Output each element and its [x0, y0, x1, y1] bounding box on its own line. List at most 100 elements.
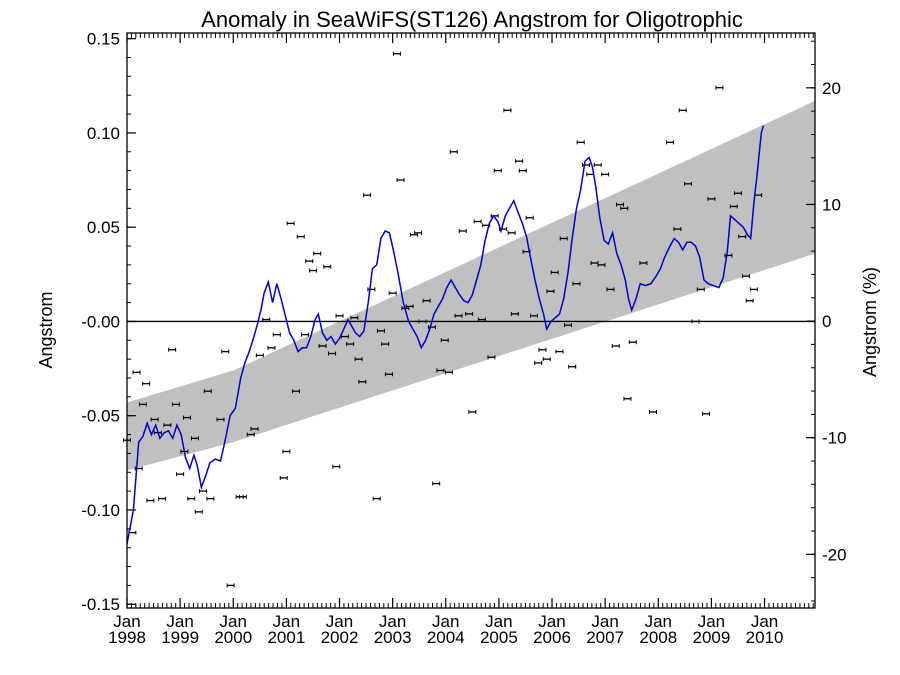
- x-tick-label-year: 2008: [639, 628, 677, 647]
- y-tick-label: 0.05: [87, 218, 120, 237]
- data-point: [620, 206, 629, 211]
- data-point: [363, 193, 372, 198]
- data-point: [572, 281, 581, 286]
- data-point: [346, 342, 355, 347]
- data-point: [422, 298, 431, 303]
- y-tick-label: 0.15: [87, 30, 120, 49]
- data-point: [673, 227, 682, 232]
- data-point: [639, 261, 648, 265]
- y-tick-label: -0.15: [81, 595, 120, 614]
- x-tick-label-month: Jan: [379, 612, 406, 631]
- x-tick-label-year: 2010: [746, 628, 784, 647]
- data-points-layer: [123, 51, 763, 588]
- y2-tick-label: -20: [822, 545, 847, 564]
- data-point: [138, 402, 147, 407]
- data-point: [216, 417, 225, 422]
- smooth-series-line: [126, 125, 765, 545]
- data-point: [648, 409, 657, 414]
- data-point: [203, 389, 212, 394]
- data-point: [510, 311, 519, 316]
- data-point: [507, 230, 516, 235]
- data-point: [158, 496, 167, 501]
- data-point: [458, 228, 467, 233]
- data-point: [279, 475, 288, 480]
- data-point: [616, 202, 625, 207]
- data-point: [678, 108, 687, 113]
- data-point: [490, 213, 499, 218]
- data-point: [550, 270, 559, 275]
- data-point: [392, 51, 401, 56]
- data-point: [729, 204, 738, 209]
- trend-band: [127, 100, 815, 471]
- x-tick-label-month: Jan: [591, 612, 618, 631]
- y-tick-label: -0.10: [81, 501, 120, 520]
- x-tick-label-month: Jan: [538, 612, 565, 631]
- x-tick-label-month: Jan: [485, 612, 512, 631]
- data-point: [738, 234, 747, 239]
- data-point: [308, 268, 317, 273]
- data-point: [396, 178, 405, 183]
- smooth-line-layer: [126, 125, 765, 545]
- x-tick-label-month: Jan: [166, 612, 193, 631]
- y-tick-label: -0.05: [81, 407, 120, 426]
- data-point: [384, 372, 393, 377]
- data-point: [305, 259, 314, 264]
- data-point: [388, 291, 397, 296]
- y2-tick-label: 20: [822, 79, 841, 98]
- data-point: [272, 332, 281, 337]
- x-tick-label-month: Jan: [698, 612, 725, 631]
- data-point: [487, 355, 496, 360]
- data-point: [559, 236, 568, 241]
- y2-tick-label: -10: [822, 429, 847, 448]
- data-point: [187, 496, 196, 501]
- data-point: [206, 496, 215, 501]
- data-point: [477, 317, 486, 322]
- data-point: [163, 423, 172, 428]
- data-point: [168, 347, 177, 352]
- data-point: [418, 319, 427, 324]
- x-tick-label-year: 2001: [267, 628, 305, 647]
- data-point: [538, 347, 547, 352]
- x-axis-ticks: Jan1998Jan1999Jan2000Jan2001Jan2002Jan20…: [108, 33, 814, 647]
- data-point: [611, 343, 620, 348]
- data-point: [518, 168, 527, 173]
- x-tick-label-year: 2000: [214, 628, 252, 647]
- data-point: [601, 172, 610, 177]
- data-point: [226, 583, 235, 588]
- data-point: [563, 323, 572, 328]
- x-tick-label-year: 2009: [692, 628, 730, 647]
- data-point: [414, 230, 423, 235]
- data-point: [691, 319, 700, 324]
- data-point: [313, 251, 322, 256]
- data-point: [465, 311, 474, 316]
- data-point: [628, 340, 637, 345]
- data-point: [568, 364, 577, 369]
- data-point: [372, 496, 381, 501]
- data-point: [405, 304, 414, 309]
- data-point: [525, 215, 534, 220]
- trend-band-layer: [127, 100, 815, 471]
- data-point: [255, 353, 264, 358]
- data-point: [250, 426, 259, 431]
- data-point: [354, 357, 363, 362]
- data-point: [449, 149, 458, 154]
- data-point: [707, 196, 716, 201]
- data-point: [323, 264, 332, 269]
- data-point: [335, 313, 344, 318]
- data-point: [221, 349, 230, 354]
- x-tick-label-month: Jan: [432, 612, 459, 631]
- data-point: [534, 360, 543, 365]
- data-point: [542, 357, 551, 362]
- data-point: [262, 317, 271, 322]
- data-point: [350, 315, 359, 320]
- data-point: [515, 159, 524, 164]
- data-point: [194, 509, 203, 514]
- x-tick-label-month: Jan: [220, 612, 247, 631]
- y-axis-label: Angstrom: [36, 291, 56, 368]
- data-point: [665, 140, 674, 145]
- data-point: [246, 432, 255, 437]
- x-tick-label-year: 2005: [480, 628, 518, 647]
- data-point: [171, 402, 180, 407]
- data-point: [741, 274, 750, 279]
